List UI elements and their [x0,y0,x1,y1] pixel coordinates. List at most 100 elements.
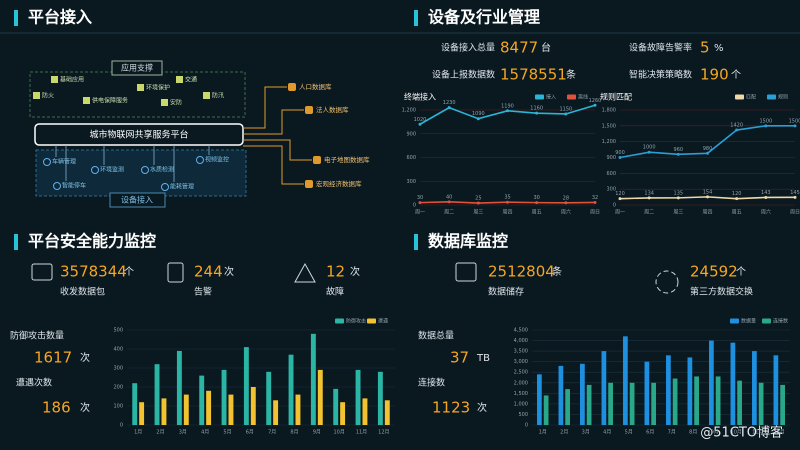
stat-unit: 次 [350,265,360,278]
stat-unit: 台 [541,41,551,54]
side-value: 1617 [34,349,72,367]
icon [167,262,184,283]
point [793,124,797,128]
data-label: 120 [732,191,742,197]
data-label: 980 [703,146,713,152]
bar [340,402,346,425]
stat-value: 8477 [500,39,538,57]
stat-unit: 个 [124,266,134,278]
y-tick-label: 100 [113,404,123,410]
y-tick-label: 300 [113,366,123,372]
stat-unit: 个 [736,266,746,278]
data-label: 154 [703,189,713,195]
app-icon [176,76,183,83]
x-tick-label: 6月 [646,430,654,436]
y-tick-label: 600 [606,171,616,177]
y-tick-label: 500 [113,328,123,334]
point [593,103,597,107]
legend-swatch [735,94,744,100]
stat-value: 190 [700,66,729,84]
point [418,122,422,126]
stat-label: 设备接入总量 [441,42,495,54]
legend-label: 离线 [578,94,588,101]
stat-unit: 条 [552,265,562,278]
icon [455,262,477,282]
device-icon [43,158,51,166]
y-tick-label: 500 [518,412,528,418]
point [735,128,739,132]
data-label: 1150 [559,106,572,112]
x-tick-label: 12月 [378,430,389,436]
app-label: 防汛 [212,92,224,100]
data-label: 1420 [730,123,743,129]
bar [586,384,592,425]
x-tick-label: 7月 [668,430,676,436]
bar [773,355,779,425]
device-label: 智能停车 [62,182,86,190]
side-label: 数据总量 [418,330,454,342]
app-icon [83,97,90,104]
x-tick-label: 周四 [702,210,712,216]
point [506,200,509,204]
data-label: 120 [615,191,625,197]
icon [655,270,679,294]
y-tick-label: 4,500 [514,328,528,334]
bar [672,378,678,425]
y-tick-label: 300 [406,179,416,185]
bar [687,357,693,425]
x-tick-label: 周日 [590,210,600,216]
y-tick-label: 1,500 [602,123,616,129]
bar [758,382,764,425]
x-tick-label: 周六 [761,209,771,216]
stat-unit: 个 [731,69,741,81]
point [535,111,539,115]
x-tick-label: 4月 [201,430,209,436]
x-tick-label: 1月 [134,430,142,436]
y-tick-label: 600 [406,155,416,161]
y-tick-label: 1,000 [514,401,528,407]
bar [558,365,564,425]
device-icon [53,182,61,190]
x-tick-label: 周二 [444,210,454,216]
point [647,150,651,154]
title-bar [414,10,418,26]
point [476,201,480,205]
legend-swatch [367,318,376,324]
point [706,151,709,155]
legend-swatch [335,318,344,324]
point [535,201,539,205]
side-unit: 次 [80,401,90,414]
bar [288,354,294,425]
y-tick-label: 2,500 [514,370,528,376]
y-tick-label: 3,000 [514,359,528,365]
x-tick-label: 3月 [582,430,590,436]
side-value: 186 [42,399,71,417]
y-tick-label: 300 [606,187,616,193]
x-tick-label: 11月 [752,430,763,436]
app-label: 防火 [42,92,54,100]
stat-label: 设备上报数据数 [432,69,495,81]
data-label: 40 [446,194,452,200]
app-label: 基础应用 [60,76,84,84]
connector [243,145,304,185]
x-tick-label: 5月 [223,430,231,436]
y-tick-label: 3,500 [514,349,528,355]
x-tick-label: 周三 [473,210,483,216]
bar [737,380,742,425]
stat-value: 3578344 [60,263,127,281]
x-tick-label: 周五 [532,210,542,216]
bar [139,402,145,425]
bar [132,383,138,425]
data-label: 30 [417,195,423,201]
bar [565,389,570,425]
stat-unit: 条 [566,68,576,81]
connector [243,86,287,129]
bar [295,394,301,425]
x-tick-label: 6月 [246,430,254,436]
legend-swatch [762,318,771,324]
bar [608,382,613,425]
x-tick-label: 周一 [415,210,425,216]
bar [780,384,785,425]
data-label: 900 [615,150,625,156]
